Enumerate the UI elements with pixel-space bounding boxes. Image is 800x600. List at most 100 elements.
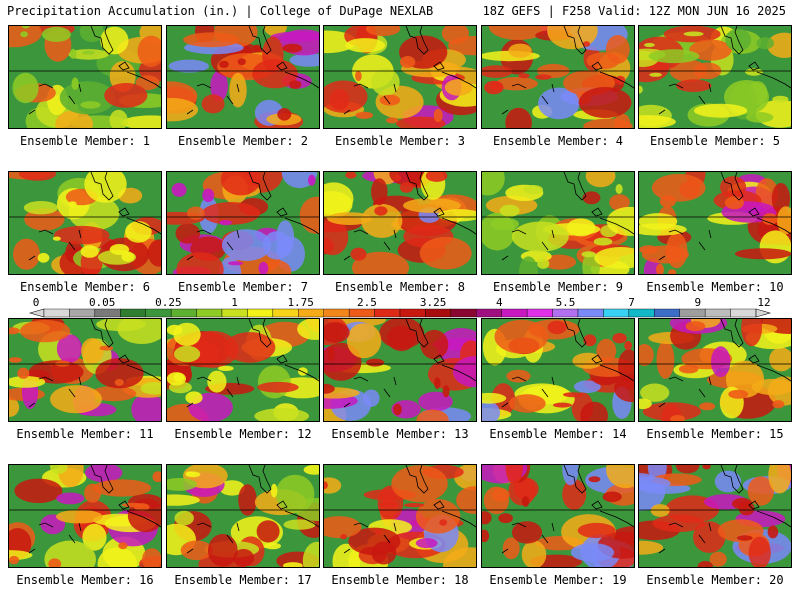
precip-max xyxy=(308,174,316,186)
island-outline xyxy=(276,500,288,510)
precip-max xyxy=(167,324,183,336)
precip-contour xyxy=(709,551,727,567)
island-outline xyxy=(186,83,240,115)
precip-contour xyxy=(582,191,601,205)
island-outline xyxy=(658,83,712,115)
precip-contour xyxy=(59,81,116,115)
precip-contour xyxy=(482,172,505,196)
island-outline xyxy=(748,500,760,510)
precip-contour xyxy=(495,77,538,91)
precip-max xyxy=(670,415,685,421)
precip-contour xyxy=(505,465,523,485)
coastline xyxy=(599,217,634,235)
colorbar-swatch xyxy=(450,308,477,318)
precip-max xyxy=(685,321,706,332)
precip-contour xyxy=(676,79,712,92)
coastline xyxy=(90,172,114,201)
precip-contour xyxy=(167,494,200,506)
precip-max xyxy=(374,206,388,216)
coastline xyxy=(720,26,744,55)
coastline xyxy=(599,510,634,528)
coastline xyxy=(126,217,161,235)
coastline xyxy=(441,364,476,382)
coastline xyxy=(441,71,476,89)
ensemble-member-label: Ensemble Member: 12 xyxy=(174,427,312,441)
precip-contour xyxy=(482,400,501,421)
precip-contour xyxy=(562,479,587,510)
precip-max xyxy=(521,496,530,507)
colorbar-swatch xyxy=(425,308,452,318)
precip-contour xyxy=(511,521,543,544)
island-outline xyxy=(118,354,130,364)
precip-contour xyxy=(84,172,127,203)
island-outline xyxy=(343,376,397,408)
ensemble-member-map xyxy=(481,171,635,275)
ensemble-member-map xyxy=(481,25,635,129)
coastline xyxy=(563,465,587,494)
precip-max xyxy=(639,85,643,94)
precip-max xyxy=(482,511,492,525)
colorbar-swatch xyxy=(679,308,706,318)
ensemble-member-label: Ensemble Member: 8 xyxy=(334,280,466,294)
precip-max xyxy=(52,236,61,241)
ensemble-member-map xyxy=(638,464,792,568)
ensemble-member-map xyxy=(323,318,477,422)
precip-contour xyxy=(252,59,298,89)
island-outline xyxy=(186,229,240,261)
precip-contour xyxy=(202,202,260,225)
ensemble-member-map xyxy=(323,171,477,275)
precip-max xyxy=(394,174,402,182)
precip-contour xyxy=(538,87,580,120)
precip-contour xyxy=(96,319,146,332)
precip-max xyxy=(202,188,215,203)
colorbar-tick-label: 9 xyxy=(694,297,701,309)
precip-contour xyxy=(85,465,123,483)
island-outline xyxy=(433,207,445,217)
precip-contour xyxy=(768,465,791,494)
precip-max xyxy=(324,481,328,489)
coastline xyxy=(284,364,319,382)
precip-contour xyxy=(207,534,238,567)
precip-max xyxy=(728,389,749,399)
precip-contour xyxy=(201,94,225,114)
colorbar-swatch xyxy=(196,308,223,318)
precip-max xyxy=(366,358,385,367)
island-outline xyxy=(748,61,760,71)
precip-contour xyxy=(41,26,71,42)
island-outline xyxy=(501,229,555,261)
precip-max xyxy=(152,471,161,483)
colorbar-tick-label: 0 xyxy=(33,297,40,309)
precip-max xyxy=(434,377,441,389)
precip-max xyxy=(582,41,591,47)
precip-contour xyxy=(767,32,791,58)
coastline xyxy=(441,510,476,528)
precip-contour xyxy=(324,322,350,343)
precip-contour xyxy=(324,516,362,539)
precip-contour xyxy=(694,103,748,118)
island-outline xyxy=(186,522,240,554)
coastline xyxy=(599,364,634,382)
precip-contour xyxy=(289,53,319,67)
colorbar-tick-label: 0.25 xyxy=(155,297,182,309)
precip-contour xyxy=(348,527,401,556)
precip-max xyxy=(99,345,114,351)
colorbar-tick-label: 12 xyxy=(757,297,770,309)
precip-contour xyxy=(56,492,85,505)
precip-contour xyxy=(437,209,476,222)
precip-max xyxy=(340,534,347,540)
island-outline xyxy=(501,83,555,115)
precip-max xyxy=(772,95,789,103)
ensemble-member-label: Ensemble Member: 7 xyxy=(177,280,309,294)
precip-max xyxy=(386,117,399,124)
precip-max xyxy=(350,247,367,261)
precip-contour xyxy=(639,540,664,555)
precip-max xyxy=(264,542,281,550)
coastline xyxy=(284,71,319,89)
precip-max xyxy=(48,558,62,567)
precip-contour xyxy=(131,393,161,421)
ensemble-member-label: Ensemble Member: 11 xyxy=(16,427,154,441)
precip-contour xyxy=(606,465,634,489)
precip-max xyxy=(425,172,448,182)
island-outline xyxy=(28,229,82,261)
coastline xyxy=(284,510,319,528)
